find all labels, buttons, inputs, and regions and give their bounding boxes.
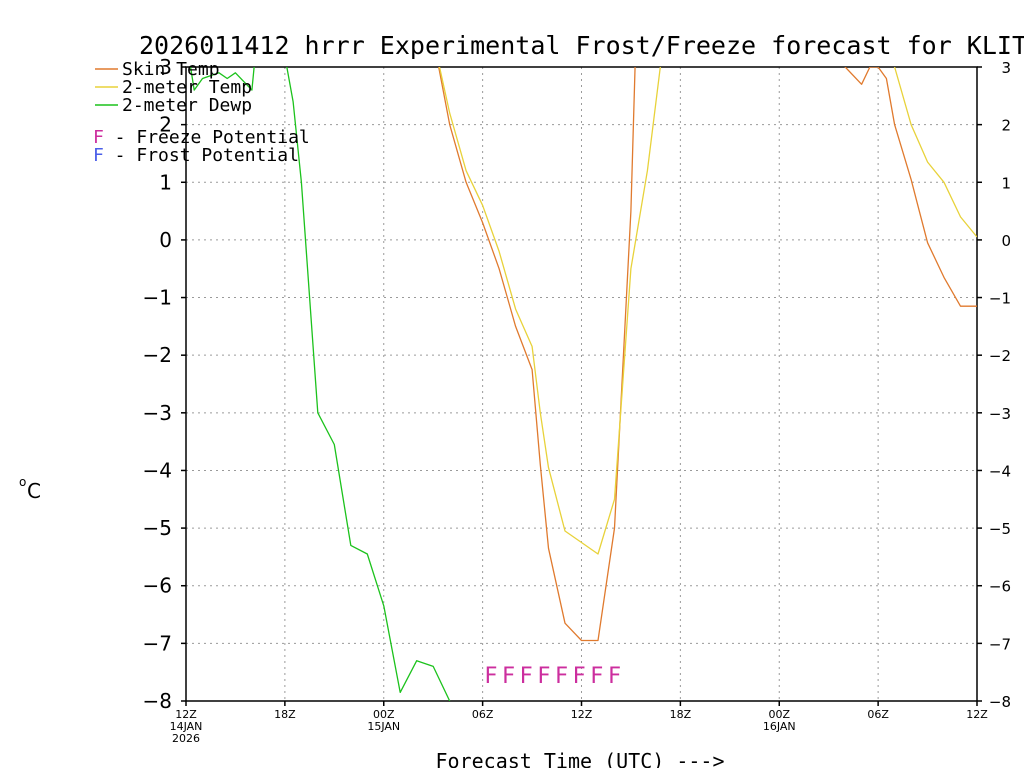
series-line xyxy=(438,67,661,555)
series-line xyxy=(893,67,977,238)
legend-label: Skin Temp xyxy=(122,59,220,80)
freeze-flag-mark: F xyxy=(520,664,533,689)
x-tick-label: 16JAN xyxy=(763,720,796,733)
x-tick-label: 00Z xyxy=(373,708,395,721)
legend-label: 2-meter Dewp xyxy=(122,95,252,116)
y-tick-label-left: −3 xyxy=(143,401,172,425)
series-lines xyxy=(189,67,977,701)
y-axis-label-unit: C xyxy=(27,479,41,503)
x-tick-label: 12Z xyxy=(966,708,988,721)
x-tick-label: 18Z xyxy=(670,708,692,721)
potential-legend-entry: F - Freeze Potential xyxy=(93,127,310,148)
chart-title: 2026011412 hrrr Experimental Frost/Freez… xyxy=(139,31,1024,60)
freeze-flag-mark: F xyxy=(502,664,515,689)
y-tick-label-left: 0 xyxy=(159,228,172,252)
y-tick-label-left: −7 xyxy=(143,631,172,655)
y-tick-label-right: −6 xyxy=(989,578,1011,596)
x-tick-label: 2026 xyxy=(172,732,200,745)
x-tick-label: 06Z xyxy=(867,708,889,721)
y-tick-label-right: −3 xyxy=(989,405,1011,423)
y-tick-label-left: 2 xyxy=(159,113,172,137)
y-tick-label-left: −4 xyxy=(143,458,172,482)
y-axis-left: 3 2 1 0 −1 −2 −3 −4 −5 −6 −7 −8 xyxy=(143,55,186,713)
x-tick-label: 12Z xyxy=(571,708,593,721)
y-tick-label-left: −6 xyxy=(143,574,172,598)
x-tick-label: 06Z xyxy=(472,708,494,721)
potential-legend-entry: F - Frost Potential xyxy=(93,145,299,166)
y-tick-label-right: −4 xyxy=(989,462,1011,480)
series-line xyxy=(189,67,451,701)
freeze-flag-mark: F xyxy=(608,664,621,689)
y-axis-label-degree: o xyxy=(19,475,26,489)
y-tick-label-left: 1 xyxy=(159,170,172,194)
y-tick-label-right: 1 xyxy=(1001,174,1011,192)
freeze-flag-mark: F xyxy=(573,664,586,689)
x-tick-label: 00Z xyxy=(768,708,790,721)
freeze-flag-mark: F xyxy=(590,664,603,689)
y-tick-label-right: −8 xyxy=(989,693,1011,711)
plot-frame xyxy=(185,66,978,702)
y-tick-label-right: 0 xyxy=(1001,232,1011,250)
y-tick-label-right: −2 xyxy=(989,347,1011,365)
freeze-flag-mark: F xyxy=(537,664,550,689)
y-tick-label-right: −5 xyxy=(989,520,1011,538)
x-axis-label: Forecast Time (UTC) ---> xyxy=(436,749,725,768)
series-line xyxy=(844,67,977,307)
y-tick-label-right: −7 xyxy=(989,635,1011,653)
freeze-flag-mark: F xyxy=(555,664,568,689)
x-tick-label: 14JAN xyxy=(170,720,203,733)
legend-label: 2-meter Temp xyxy=(122,77,252,98)
y-tick-label-right: 2 xyxy=(1001,117,1011,135)
y-tick-label-right: −1 xyxy=(989,290,1011,308)
x-tick-label: 12Z xyxy=(175,708,197,721)
y-axis-label: o C xyxy=(19,475,41,503)
gridlines xyxy=(186,67,977,701)
series-line xyxy=(438,67,636,642)
y-tick-label-right: 3 xyxy=(1001,59,1011,77)
x-tick-label: 15JAN xyxy=(367,720,400,733)
y-tick-label-left: 3 xyxy=(159,55,172,79)
freeze-flag-mark: F xyxy=(484,664,497,689)
x-tick-label: 18Z xyxy=(274,708,296,721)
y-tick-label-left: −2 xyxy=(143,343,172,367)
y-tick-label-left: −5 xyxy=(143,516,172,540)
y-tick-label-left: −8 xyxy=(143,689,172,713)
y-tick-label-left: −1 xyxy=(143,286,172,310)
y-axis-right: 3 2 1 0 −1 −2 −3 −4 −5 −6 −7 −8 xyxy=(977,59,1011,711)
